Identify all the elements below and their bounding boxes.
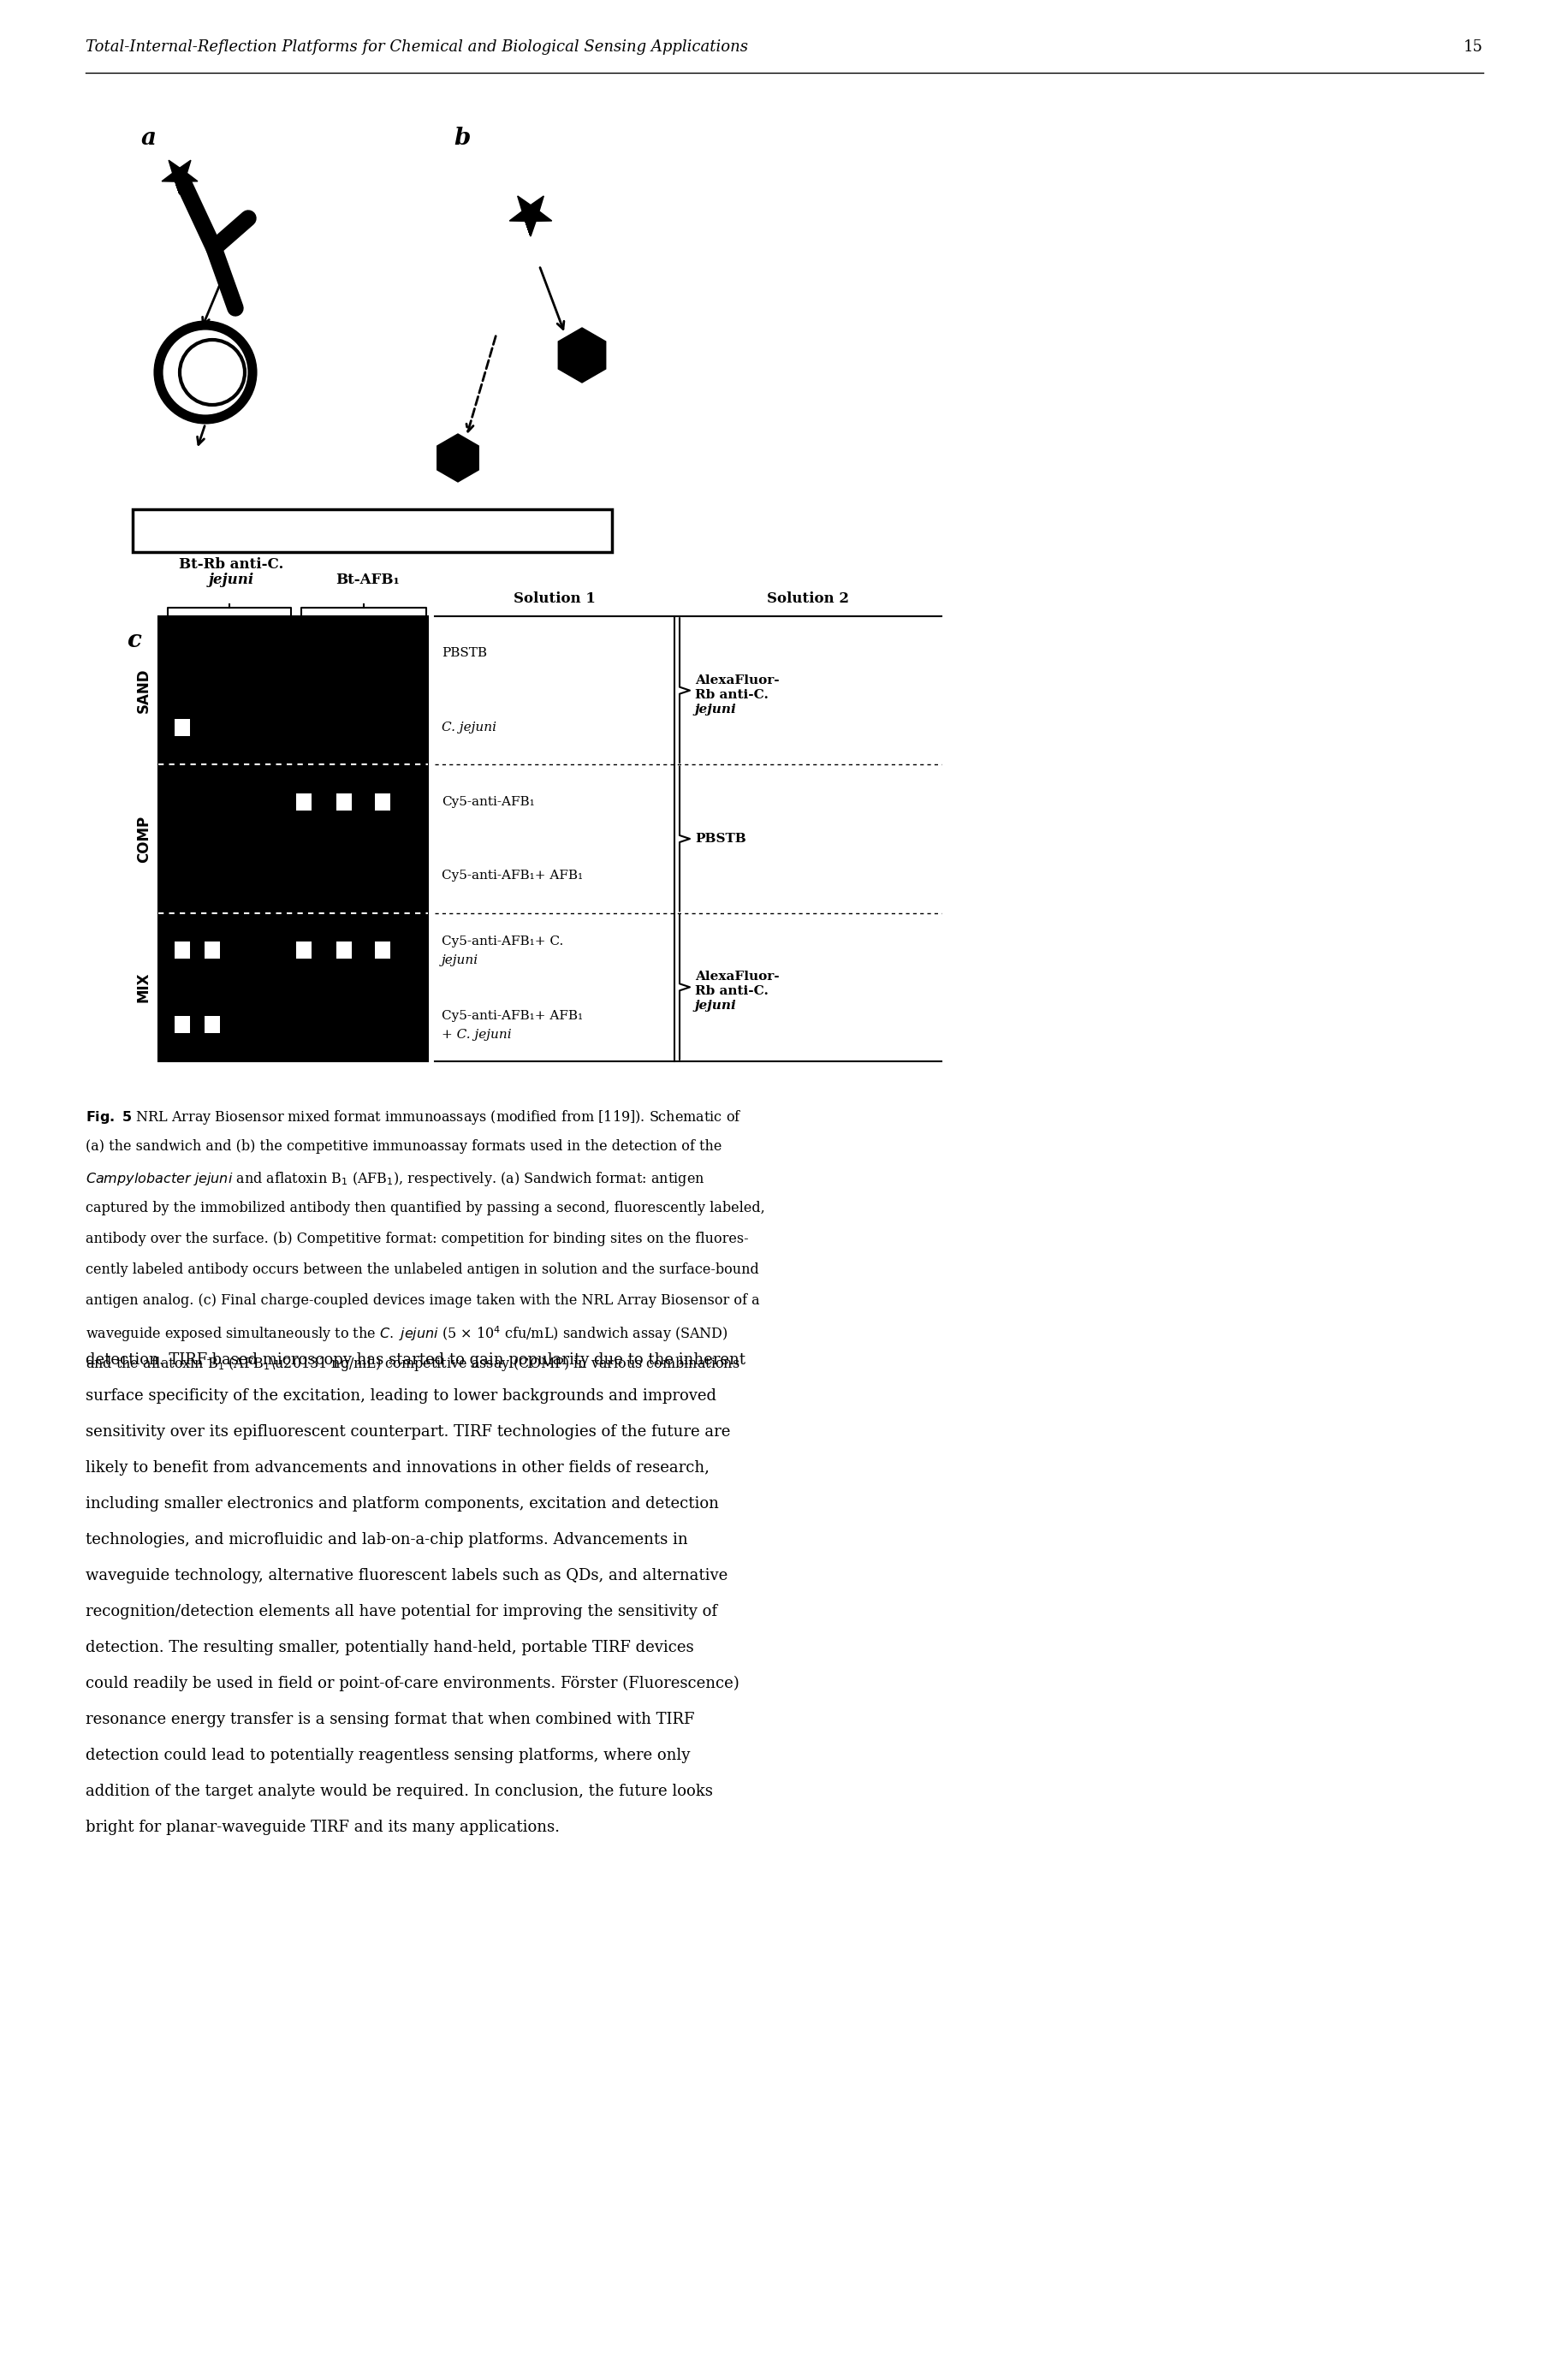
- Text: surface specificity of the excitation, leading to lower backgrounds and improved: surface specificity of the excitation, l…: [86, 1388, 717, 1404]
- Text: c: c: [127, 630, 141, 651]
- Text: MIX: MIX: [136, 972, 152, 1003]
- Text: (a) the sandwich and (b) the competitive immunoassay formats used in the detecti: (a) the sandwich and (b) the competitive…: [86, 1138, 721, 1155]
- Bar: [375, 794, 390, 810]
- Text: addition of the target analyte would be required. In conclusion, the future look: addition of the target analyte would be …: [86, 1784, 712, 1799]
- Text: cently labeled antibody occurs between the unlabeled antigen in solution and the: cently labeled antibody occurs between t…: [86, 1262, 759, 1276]
- Bar: [174, 1015, 190, 1034]
- Text: waveguide technology, alternative fluorescent labels such as QDs, and alternativ: waveguide technology, alternative fluore…: [86, 1568, 728, 1582]
- Polygon shape: [162, 159, 198, 195]
- Text: b: b: [453, 126, 470, 150]
- Bar: [174, 941, 190, 958]
- Text: Solution 1: Solution 1: [513, 592, 596, 606]
- Text: technologies, and microfluidic and lab-on-a-chip platforms. Advancements in: technologies, and microfluidic and lab-o…: [86, 1533, 687, 1547]
- Text: detection. TIRF-based microscopy has started to gain popularity due to the inher: detection. TIRF-based microscopy has sta…: [86, 1352, 745, 1369]
- Text: sensitivity over its epifluorescent counterpart. TIRF technologies of the future: sensitivity over its epifluorescent coun…: [86, 1423, 731, 1440]
- Text: Cy5-anti-AFB₁+ AFB₁: Cy5-anti-AFB₁+ AFB₁: [442, 1010, 583, 1022]
- Text: Cy5-anti-AFB₁+ C.: Cy5-anti-AFB₁+ C.: [442, 936, 563, 948]
- Bar: [204, 941, 220, 958]
- Bar: [174, 720, 190, 737]
- Bar: [336, 794, 351, 810]
- Text: jejuni: jejuni: [695, 703, 737, 715]
- Polygon shape: [510, 195, 552, 235]
- Text: likely to benefit from advancements and innovations in other fields of research,: likely to benefit from advancements and …: [86, 1461, 709, 1475]
- Text: recognition/detection elements all have potential for improving the sensitivity : recognition/detection elements all have …: [86, 1604, 717, 1620]
- Text: + C. jejuni: + C. jejuni: [442, 1029, 511, 1041]
- Text: PBSTB: PBSTB: [442, 646, 486, 658]
- Text: Solution 2: Solution 2: [767, 592, 848, 606]
- Text: including smaller electronics and platform components, excitation and detection: including smaller electronics and platfo…: [86, 1497, 718, 1511]
- Text: resonance energy transfer is a sensing format that when combined with TIRF: resonance energy transfer is a sensing f…: [86, 1711, 695, 1727]
- Text: antibody over the surface. (b) Competitive format: competition for binding sites: antibody over the surface. (b) Competiti…: [86, 1231, 748, 1245]
- Text: jejuni: jejuni: [442, 955, 478, 967]
- Bar: [296, 794, 312, 810]
- Text: and the aflatoxin B$_1$ (AFB$_1$\u20131 ng/mL) competitive assay (COMP) in vario: and the aflatoxin B$_1$ (AFB$_1$\u20131 …: [86, 1354, 740, 1373]
- Polygon shape: [437, 435, 478, 482]
- Text: COMP: COMP: [136, 815, 152, 862]
- Text: detection could lead to potentially reagentless sensing platforms, where only: detection could lead to potentially reag…: [86, 1749, 690, 1763]
- Text: waveguide exposed simultaneously to the $\it{C.\ jejuni}$ (5 $\times$ 10$^4$ cfu: waveguide exposed simultaneously to the …: [86, 1323, 728, 1342]
- Text: could readily be used in field or point-of-care environments. Förster (Fluoresce: could readily be used in field or point-…: [86, 1675, 739, 1692]
- Text: 15: 15: [1463, 40, 1482, 55]
- Text: antigen analog. (c) Final charge-coupled devices image taken with the NRL Array : antigen analog. (c) Final charge-coupled…: [86, 1293, 759, 1307]
- Text: AlexaFluor-: AlexaFluor-: [695, 675, 779, 687]
- Text: Cy5-anti-AFB₁: Cy5-anti-AFB₁: [442, 796, 535, 808]
- Text: Bt-AFB₁: Bt-AFB₁: [336, 573, 400, 587]
- Text: $\it{Campylobacter\ jejuni}$ and aflatoxin B$_1$ (AFB$_1$), respectively. (a) Sa: $\it{Campylobacter\ jejuni}$ and aflatox…: [86, 1169, 704, 1188]
- Text: detection. The resulting smaller, potentially hand-held, portable TIRF devices: detection. The resulting smaller, potent…: [86, 1639, 693, 1656]
- Text: a: a: [141, 126, 157, 150]
- Text: SAND: SAND: [136, 668, 152, 713]
- Text: $\mathbf{Fig.\ 5}$ NRL Array Biosensor mixed format immunoassays (modified from : $\mathbf{Fig.\ 5}$ NRL Array Biosensor m…: [86, 1107, 742, 1126]
- Text: AlexaFluor-: AlexaFluor-: [695, 972, 779, 984]
- Text: jejuni: jejuni: [209, 573, 254, 587]
- Text: Rb anti-C.: Rb anti-C.: [695, 986, 768, 998]
- Text: captured by the immobilized antibody then quantified by passing a second, fluore: captured by the immobilized antibody the…: [86, 1200, 765, 1217]
- Bar: [375, 941, 390, 958]
- Text: Rb anti-C.: Rb anti-C.: [695, 689, 768, 701]
- Bar: [133, 508, 612, 551]
- Bar: [204, 1015, 220, 1034]
- Text: bright for planar-waveguide TIRF and its many applications.: bright for planar-waveguide TIRF and its…: [86, 1820, 560, 1834]
- Bar: [158, 615, 428, 1062]
- Text: Total-Internal-Reflection Platforms for Chemical and Biological Sensing Applicat: Total-Internal-Reflection Platforms for …: [86, 40, 748, 55]
- Polygon shape: [558, 328, 605, 383]
- Text: PBSTB: PBSTB: [695, 834, 746, 846]
- Bar: [296, 941, 312, 958]
- Text: Bt-Rb anti-C.: Bt-Rb anti-C.: [179, 558, 284, 573]
- Text: Cy5-anti-AFB₁+ AFB₁: Cy5-anti-AFB₁+ AFB₁: [442, 870, 583, 881]
- Bar: [336, 941, 351, 958]
- Text: jejuni: jejuni: [695, 1000, 737, 1012]
- Text: C. jejuni: C. jejuni: [442, 722, 495, 734]
